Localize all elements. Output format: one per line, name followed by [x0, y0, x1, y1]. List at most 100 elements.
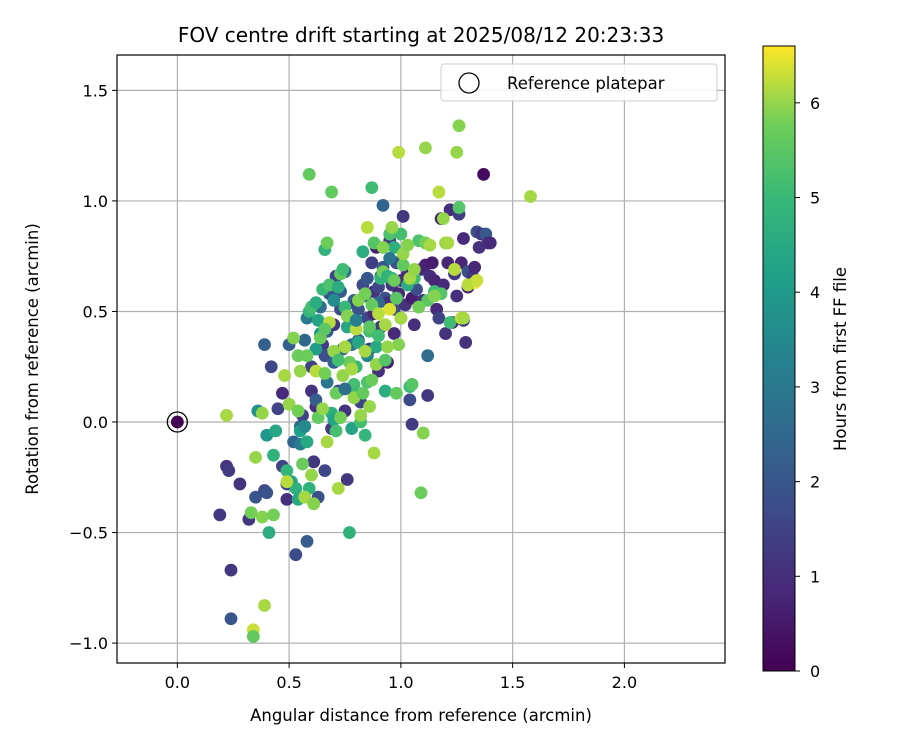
- scatter-point-280: [470, 274, 484, 287]
- scatter-point-289: [383, 252, 397, 265]
- scatter-point-283: [331, 353, 345, 367]
- scatter-point-281: [524, 190, 537, 203]
- scatter-point-229: [318, 366, 332, 380]
- scatter-point-27: [307, 455, 321, 469]
- scatter-point-277: [452, 119, 466, 133]
- scatter-point-101: [439, 327, 452, 340]
- scatter-point-288: [338, 382, 352, 396]
- scatter-point-16: [280, 492, 294, 506]
- scatter-point-287: [349, 313, 363, 327]
- scatter-point-284: [358, 287, 372, 301]
- scatter-point-23: [300, 535, 314, 548]
- scatter-point-0: [213, 508, 227, 522]
- scatter-point-224: [307, 497, 321, 511]
- scatter-point-238: [338, 340, 352, 354]
- scatter-point-199: [443, 316, 457, 329]
- scatter-point-269: [419, 141, 432, 155]
- scatter-point-251: [367, 446, 381, 460]
- colorbar: 0 1 2 3 4 5 6 Hours from first FF file: [762, 45, 850, 681]
- scatter-point-209: [255, 510, 269, 524]
- scatter-point-250: [365, 373, 379, 387]
- x-axis-label: Angular distance from reference (arcmin): [250, 706, 592, 725]
- scatter-point-211: [267, 508, 280, 522]
- scatter-point-167: [356, 245, 370, 259]
- scatter-point-213: [280, 475, 294, 489]
- scatter-point-13: [276, 386, 289, 400]
- scatter-point-160: [343, 526, 356, 539]
- scatter-point-248: [360, 221, 374, 234]
- scatter-point-236: [334, 411, 347, 424]
- scatter-point-186: [392, 338, 406, 352]
- scatter-point-86: [407, 318, 421, 332]
- scatter-point-253: [372, 307, 385, 321]
- scatter-point-175: [369, 340, 383, 354]
- scatter-point-185: [390, 386, 403, 400]
- scatter-point-183: [387, 240, 401, 254]
- y-tick-label-0: −1.0: [69, 634, 108, 653]
- colorbar-tick-label-6: 6: [810, 94, 820, 113]
- reference-open-circle: [166, 411, 189, 433]
- colorbar-ticks: 0 1 2 3 4 5 6: [795, 94, 820, 681]
- scatter-point-222: [302, 167, 316, 181]
- colorbar-tick-label-2: 2: [810, 473, 820, 492]
- x-tick-label-3: 1.5: [500, 673, 525, 692]
- scatter-point-261: [394, 311, 408, 325]
- scatter-point-285: [378, 353, 392, 367]
- scatter-point-246: [356, 386, 370, 400]
- scatter-point-46: [340, 473, 354, 486]
- scatter-point-171: [363, 320, 376, 334]
- scatter-point-245: [354, 408, 368, 422]
- scatter-point-131: [269, 424, 283, 438]
- scatter-point-74: [387, 327, 401, 340]
- legend-open-circle-icon: [458, 72, 480, 94]
- colorbar-tick-label-1: 1: [810, 567, 820, 586]
- scatter-point-255: [378, 318, 392, 332]
- scatter-point-134: [280, 464, 294, 478]
- scatter-point-207: [246, 630, 260, 643]
- scatter-point-119: [477, 167, 490, 181]
- scatter-point-172: [365, 298, 379, 312]
- scatter-point-232: [325, 185, 338, 199]
- scatter-point-203: [220, 408, 233, 422]
- scatter-point-9: [260, 486, 274, 500]
- scatter-point-237: [336, 369, 350, 382]
- scatter-point-157: [336, 263, 350, 276]
- scatter-point-273: [436, 212, 450, 226]
- y-tick-label-4: 1.0: [83, 192, 108, 211]
- scatter-point-214: [282, 397, 296, 411]
- scatter-point-165: [352, 336, 365, 349]
- scatter-point-109: [457, 232, 470, 245]
- scatter-point-136: [289, 481, 303, 495]
- scatter-point-204: [249, 450, 262, 464]
- scatter-points: [213, 119, 537, 643]
- y-tick-label-5: 1.5: [83, 81, 108, 100]
- scatter-point-235: [331, 481, 345, 495]
- y-tick-label-1: −0.5: [69, 524, 108, 543]
- legend: Reference platepar: [440, 63, 718, 102]
- y-tick-label-3: 0.5: [83, 302, 108, 321]
- plot-frame: [116, 54, 726, 664]
- scatter-point-210: [258, 599, 271, 612]
- scatter-point-275: [448, 263, 461, 276]
- scatter-point-205: [244, 506, 258, 520]
- scatter-point-161: [345, 422, 359, 436]
- scatter-point-173: [365, 181, 379, 195]
- scatter-point-155: [331, 280, 345, 294]
- y-tick-label-2: 0.0: [83, 413, 108, 432]
- scatter-point-145: [309, 342, 323, 356]
- scatter-point-268: [416, 426, 430, 440]
- scatter-point-4: [224, 612, 238, 626]
- x-axis-ticks: 0.0 0.5 1.0 1.5 2.0: [165, 663, 637, 692]
- scatter-point-2: [222, 464, 236, 478]
- scatter-point-247: [358, 344, 372, 358]
- scatter-point-179: [378, 384, 392, 398]
- scatter-point-243: [349, 322, 363, 336]
- scatter-point-256: [381, 340, 394, 354]
- scatter-point-278: [457, 311, 470, 325]
- scatter-point-282: [318, 322, 332, 336]
- chart-title: FOV centre drift starting at 2025/08/12 …: [178, 23, 664, 47]
- scatter-point-228: [316, 402, 330, 416]
- x-tick-label-2: 1.0: [388, 673, 413, 692]
- scatter-point-176: [372, 329, 385, 343]
